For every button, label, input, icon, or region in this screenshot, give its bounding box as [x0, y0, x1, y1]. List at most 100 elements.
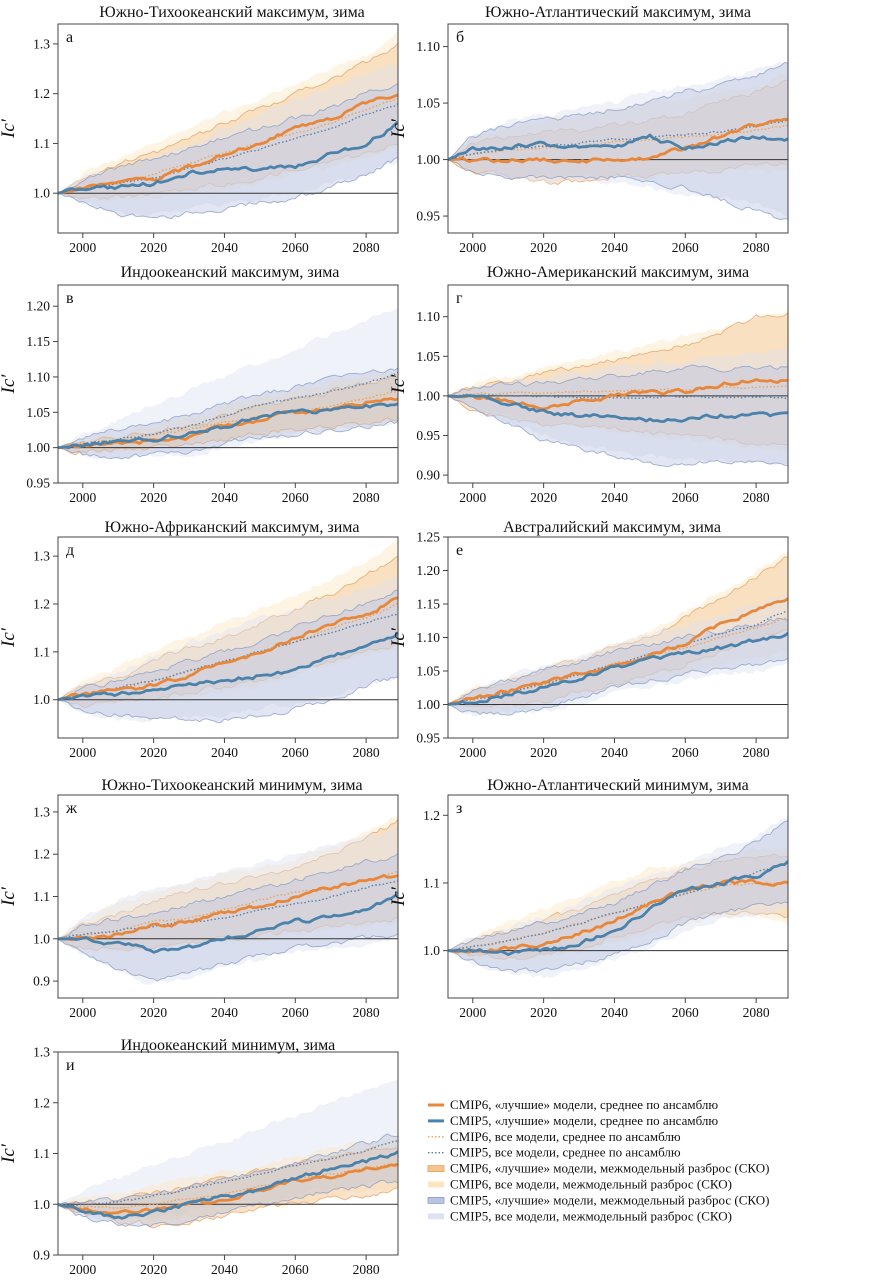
series-cmip5_best: [58, 892, 398, 954]
x-tick-label: 2060: [282, 745, 309, 760]
panel-а: 2000 2020 2040 2060 2080 1.0 1.1 1.2 1.3 Ic′ Южно-…: [0, 4, 399, 255]
band-band6_best: [448, 556, 788, 708]
series-cmip6_all: [58, 390, 398, 449]
x-tick-label: 2080: [743, 490, 770, 505]
y-tick-label: 1.05: [416, 96, 440, 111]
y-tick-label: 1.20: [26, 299, 50, 314]
y-tick-label: 1.0: [33, 692, 50, 707]
y-tick-label: 1.10: [416, 39, 440, 54]
x-tick-label: 2000: [69, 745, 96, 760]
x-tick-label: 2020: [140, 490, 167, 505]
x-tick-label: 2080: [353, 1005, 380, 1020]
plot-frame: [57, 536, 399, 739]
band-band5_all: [448, 62, 788, 218]
band-band6_best: [448, 312, 788, 446]
y-axis-label: Ic′: [0, 118, 19, 139]
x-tick-label: 2000: [69, 1005, 96, 1020]
x-tick-label: 2040: [601, 1005, 628, 1020]
x-tick-label: 2060: [282, 240, 309, 255]
y-tick-label: 1.0: [33, 931, 50, 946]
panel-title: Южно-Американский максимум, зима: [487, 264, 749, 281]
panel-letter: з: [456, 800, 462, 817]
panel-letter: и: [66, 1057, 75, 1074]
y-axis-label: Ic′: [388, 627, 409, 648]
y-tick-label: 0.9: [33, 974, 50, 989]
y-tick-label: 1.2: [33, 1095, 50, 1110]
panel-title: Индоокеанский минимум, зима: [121, 1037, 335, 1054]
y-tick-label: 0.95: [416, 731, 440, 746]
y-axis-label: Ic′: [0, 374, 19, 395]
plot-area: [448, 62, 788, 221]
legend-label: CMIP6, «лучшие» модели, среднее по ансам…: [450, 1097, 718, 1112]
band-band5_best: [58, 853, 398, 982]
y-tick-label: 1.2: [33, 86, 50, 101]
panel-д: 2000 2020 2040 2060 2080 1.0 1.1 1.2 1.3 Ic′ Южно-…: [0, 519, 399, 760]
x-tick-label: 2000: [459, 1005, 486, 1020]
plot-frame: [57, 284, 399, 484]
series-cmip6_all: [58, 602, 398, 701]
x-tick-label: 2060: [672, 240, 699, 255]
legend-item: CMIP6, «лучшие» модели, среднее по ансам…: [428, 1097, 718, 1112]
legend-item: CMIP5, «лучшие» модели, межмодельный раз…: [427, 1192, 769, 1207]
series-cmip6_best: [448, 597, 788, 706]
series-cmip6_best: [448, 378, 788, 411]
band-band5_all: [448, 815, 788, 979]
legend-item: CMIP6, все модели, межмодельный разброс …: [428, 1177, 732, 1192]
x-tick-label: 2080: [743, 240, 770, 255]
x-tick-label: 2080: [353, 1262, 380, 1277]
legend-item: CMIP5, «лучшие» модели, среднее по ансам…: [428, 1113, 718, 1128]
x-tick-label: 2020: [530, 1005, 557, 1020]
series-cmip6_best: [58, 874, 398, 942]
x-tick-label: 2020: [530, 240, 557, 255]
band-band5_all: [58, 308, 398, 460]
y-tick-label: 1.00: [416, 697, 440, 712]
y-tick-label: 1.20: [416, 563, 440, 578]
panel-и: 2000 2020 2040 2060 2080 0.9 1.0 1.1 1.2 1.3 Ic′ Ин…: [0, 1037, 399, 1277]
legend-label: CMIP5, «лучшие» модели, среднее по ансам…: [450, 1113, 718, 1128]
x-tick-label: 2020: [140, 745, 167, 760]
x-tick-label: 2060: [282, 1005, 309, 1020]
y-axis-label: Ic′: [388, 374, 409, 395]
series-cmip5_best: [448, 632, 788, 706]
y-tick-label: 1.15: [416, 597, 440, 612]
x-tick-label: 2060: [282, 490, 309, 505]
y-tick-label: 1.1: [33, 136, 50, 151]
legend-item: CMIP5, все модели, межмодельный разброс …: [428, 1208, 732, 1223]
plot-frame: [447, 284, 789, 484]
x-tick-label: 2040: [211, 1262, 238, 1277]
x-tick-label: 2080: [353, 490, 380, 505]
y-tick-label: 1.3: [33, 1045, 50, 1060]
y-tick-label: 1.3: [33, 36, 50, 51]
series-cmip5_all: [58, 880, 398, 940]
band-band6_all: [448, 847, 788, 961]
y-tick-label: 1.3: [33, 549, 50, 564]
y-axis-label: Ic′: [0, 627, 19, 648]
x-tick-label: 2080: [353, 745, 380, 760]
x-tick-label: 2040: [211, 1005, 238, 1020]
y-tick-label: 1.0: [423, 943, 440, 958]
y-tick-label: 1.05: [416, 349, 440, 364]
x-tick-label: 2060: [282, 1262, 309, 1277]
y-tick-label: 1.10: [416, 630, 440, 645]
y-tick-label: 0.95: [416, 428, 440, 443]
panel-letter: б: [456, 29, 464, 46]
band-band6_best: [58, 555, 398, 709]
legend-label: CMIP5, все модели, межмодельный разброс …: [450, 1208, 732, 1223]
series-cmip6_all: [58, 1162, 398, 1209]
x-tick-label: 2040: [601, 745, 628, 760]
panel-letter: в: [66, 290, 74, 307]
plot-frame: [57, 23, 399, 234]
y-tick-label: 1.00: [416, 388, 440, 403]
series-cmip6_best: [448, 878, 788, 954]
band-band5_all: [448, 594, 788, 717]
band-band6_all: [448, 551, 788, 714]
series-cmip6_best: [58, 1162, 398, 1215]
band-band5_best: [448, 820, 788, 974]
x-tick-label: 2020: [530, 490, 557, 505]
x-tick-label: 2080: [743, 745, 770, 760]
band-band6_best: [448, 79, 788, 186]
y-tick-label: 1.1: [33, 1146, 50, 1161]
series-cmip5_best: [448, 394, 788, 423]
series-cmip6_best: [58, 93, 398, 195]
x-tick-label: 2040: [211, 490, 238, 505]
